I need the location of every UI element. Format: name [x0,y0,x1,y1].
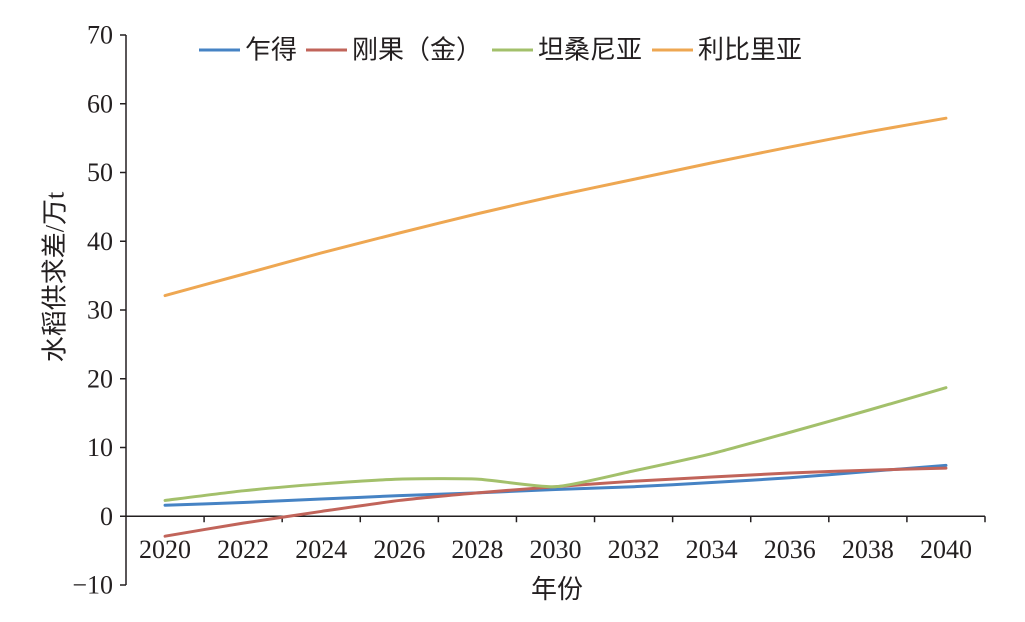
x-tick-label: 2036 [764,535,816,564]
legend-label: 刚果（金） [352,36,482,65]
y-tick-label: 10 [87,433,113,462]
y-axis-label: 水稻供求差/万t [41,191,70,362]
x-tick-label: 2034 [686,535,738,564]
legend: 乍得 刚果（金） 坦桑尼亚 利比里亚 [199,36,802,65]
x-tick-label: 2020 [139,535,191,564]
y-tick-label: 50 [87,158,113,187]
series-line-2 [163,386,948,502]
legend-item-1: 刚果（金） [306,36,482,65]
y-tick-label: 70 [87,21,113,50]
series-line-0 [163,463,948,507]
x-tick-label: 2026 [373,535,425,564]
legend-item-0: 乍得 [199,36,297,65]
x-tick-label: 2038 [842,535,894,564]
y-tick-label: 60 [87,89,113,118]
x-axis-label: 年份 [531,575,583,604]
x-tick-label: 2030 [530,535,582,564]
x-tick-label: 2024 [295,535,347,564]
legend-item-2: 坦桑尼亚 [492,36,642,65]
legend-item-3: 利比里亚 [652,36,802,65]
x-tick-label: 2032 [608,535,660,564]
x-tick-label: 2040 [920,535,972,564]
y-tick-label: 40 [87,227,113,256]
x-tick-label: 2022 [217,535,269,564]
series-line-3 [163,116,948,298]
y-tick-label: 0 [100,502,113,531]
y-tick-label: 30 [87,296,113,325]
x-tick-label: 2028 [451,535,503,564]
legend-label: 乍得 [245,36,297,65]
y-tick-label: 20 [87,364,113,393]
legend-label: 坦桑尼亚 [538,36,642,65]
y-tick-label: −10 [72,571,113,600]
legend-label: 利比里亚 [698,36,802,65]
series-lines [163,116,948,538]
